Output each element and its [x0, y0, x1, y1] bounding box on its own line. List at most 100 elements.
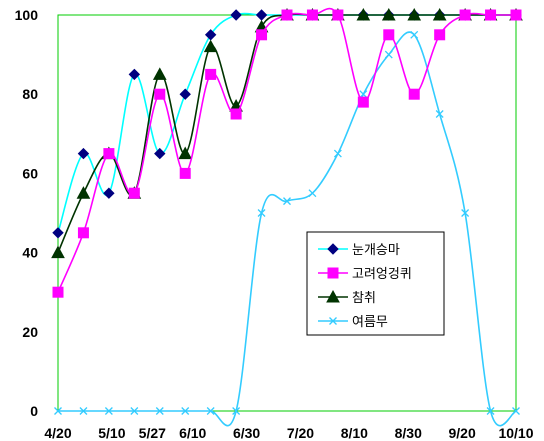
- y-tick-label: 40: [22, 245, 38, 261]
- series-4-point-19-stroke-b: [512, 407, 520, 415]
- legend-item-4-swatch-marker-stroke-b: [329, 317, 337, 325]
- series-4-point-6: [181, 407, 190, 415]
- series-1-point-3: [103, 187, 115, 199]
- series-4-point-17-stroke-b: [461, 209, 470, 217]
- plot-area: [57, 14, 517, 412]
- series-4-point-5: [155, 407, 164, 415]
- x-tick-label: 10/10: [498, 425, 533, 441]
- legend-item-2: 고려엉겅퀴: [318, 267, 412, 282]
- series-4-point-16-stroke-b: [435, 110, 444, 118]
- series-4-point-1: [54, 407, 62, 415]
- series-2-point-5: [154, 88, 166, 100]
- legend-item-4-label: 여름무: [352, 315, 388, 330]
- series-4-point-4: [130, 407, 139, 415]
- series-3-point-13: [356, 7, 371, 21]
- series-4-point-3: [104, 407, 113, 415]
- series-1-point-1: [52, 227, 64, 239]
- x-tick-label: 8/30: [395, 425, 422, 441]
- series-4-point-9-stroke-b: [257, 209, 266, 217]
- series-4-point-12-stroke-b: [333, 149, 342, 158]
- series-3-point-6: [178, 146, 193, 160]
- series-2-point-1: [52, 286, 64, 298]
- series-1-point-5: [154, 147, 166, 160]
- series-3-point-7: [203, 39, 218, 53]
- y-tick-label: 80: [22, 86, 38, 102]
- series-1-point-8: [230, 9, 242, 21]
- series-1-point-4: [128, 68, 141, 81]
- series-1-point-6: [179, 88, 191, 100]
- series-4-point-7: [206, 407, 215, 415]
- series-2-point-9: [256, 29, 268, 41]
- y-axis-tick-labels: 0 20 40 60 80 100: [15, 7, 39, 419]
- series-2-point-11: [306, 9, 318, 21]
- x-tick-label: 9/20: [448, 425, 475, 441]
- series-2-point-13: [357, 96, 369, 108]
- legend-item-3-label: 참취: [352, 291, 376, 306]
- series-3-point-15: [407, 7, 422, 21]
- series-4-point-18-stroke-b: [486, 407, 495, 415]
- x-tick-label: 5/10: [98, 425, 125, 441]
- series-4-line: [57, 31, 517, 427]
- series-3-point-1: [51, 245, 65, 259]
- legend-item-2-label: 고려엉겅퀴: [352, 267, 412, 282]
- series-2-point-17: [459, 9, 471, 21]
- series-2-point-7: [205, 68, 217, 80]
- legend-item-3: 참취: [318, 289, 376, 306]
- x-tick-label: 8/10: [341, 425, 368, 441]
- series-4-point-9: [257, 209, 266, 217]
- x-tick-label: 6/30: [233, 425, 260, 441]
- series-4-point-11-stroke-b: [308, 189, 317, 198]
- series-4-point-3-stroke-b: [104, 407, 113, 415]
- y-tick-label: 20: [22, 324, 38, 340]
- series-2-point-4: [128, 187, 140, 199]
- y-tick-label: 60: [22, 165, 38, 181]
- series-2-point-15: [408, 88, 420, 100]
- series-2-point-10: [281, 9, 293, 21]
- series-4-point-13: [359, 90, 368, 99]
- series-4-point-17: [461, 209, 470, 217]
- series-2-point-16: [434, 29, 446, 41]
- series-4-point-7-stroke-b: [206, 407, 215, 415]
- series-3-point-16: [432, 7, 447, 21]
- series-4-point-5-stroke-b: [155, 407, 164, 415]
- series-4-point-1-stroke-b: [54, 407, 62, 415]
- series-2-point-19: [510, 9, 522, 21]
- series-4-point-12: [333, 149, 342, 158]
- legend-item-2-swatch-marker: [327, 267, 339, 279]
- series-4-point-10: [283, 197, 291, 206]
- legend-item-4-swatch-marker: [329, 317, 337, 325]
- x-axis-tick-labels: 4/20 5/10 5/27 6/10 6/30 7/20 8/10 8/30 9/20 10/1…: [44, 425, 533, 441]
- series-4-point-14: [384, 50, 393, 59]
- series-1-point-2: [77, 147, 90, 160]
- series-4-point-18: [486, 407, 495, 415]
- legend-item-1-label: 눈개승마: [352, 243, 400, 258]
- legend-item-4: 여름무: [318, 315, 388, 330]
- x-tick-label: 4/20: [44, 425, 71, 441]
- series-3-point-5: [152, 67, 167, 80]
- legend-item-3-swatch-marker: [326, 289, 340, 303]
- series-4-point-2: [79, 407, 88, 415]
- series-4-point-4-stroke-b: [130, 407, 139, 415]
- series-4-point-13-stroke-b: [359, 90, 368, 99]
- series-4: [54, 30, 520, 427]
- series-2-point-18: [485, 9, 497, 21]
- series-2-point-8: [230, 108, 242, 120]
- series-4-point-14-stroke-b: [384, 50, 393, 59]
- legend-item-1-swatch-marker: [327, 243, 339, 255]
- series-2: [52, 7, 522, 298]
- series-4-point-16: [435, 110, 444, 118]
- x-tick-label: 5/27: [139, 425, 166, 441]
- series-3-point-14: [381, 7, 396, 21]
- y-tick-label: 100: [15, 7, 39, 23]
- series-4-point-6-stroke-b: [181, 407, 190, 415]
- series-4-point-15: [410, 30, 419, 39]
- series-4-point-11: [308, 189, 317, 198]
- series-3-point-2: [76, 186, 91, 199]
- series-2-point-2: [77, 227, 89, 239]
- series-4-point-15-stroke-b: [410, 30, 419, 39]
- series-4-point-8: [232, 407, 241, 415]
- series-2-point-6: [179, 167, 191, 179]
- series-2-point-14: [383, 29, 395, 41]
